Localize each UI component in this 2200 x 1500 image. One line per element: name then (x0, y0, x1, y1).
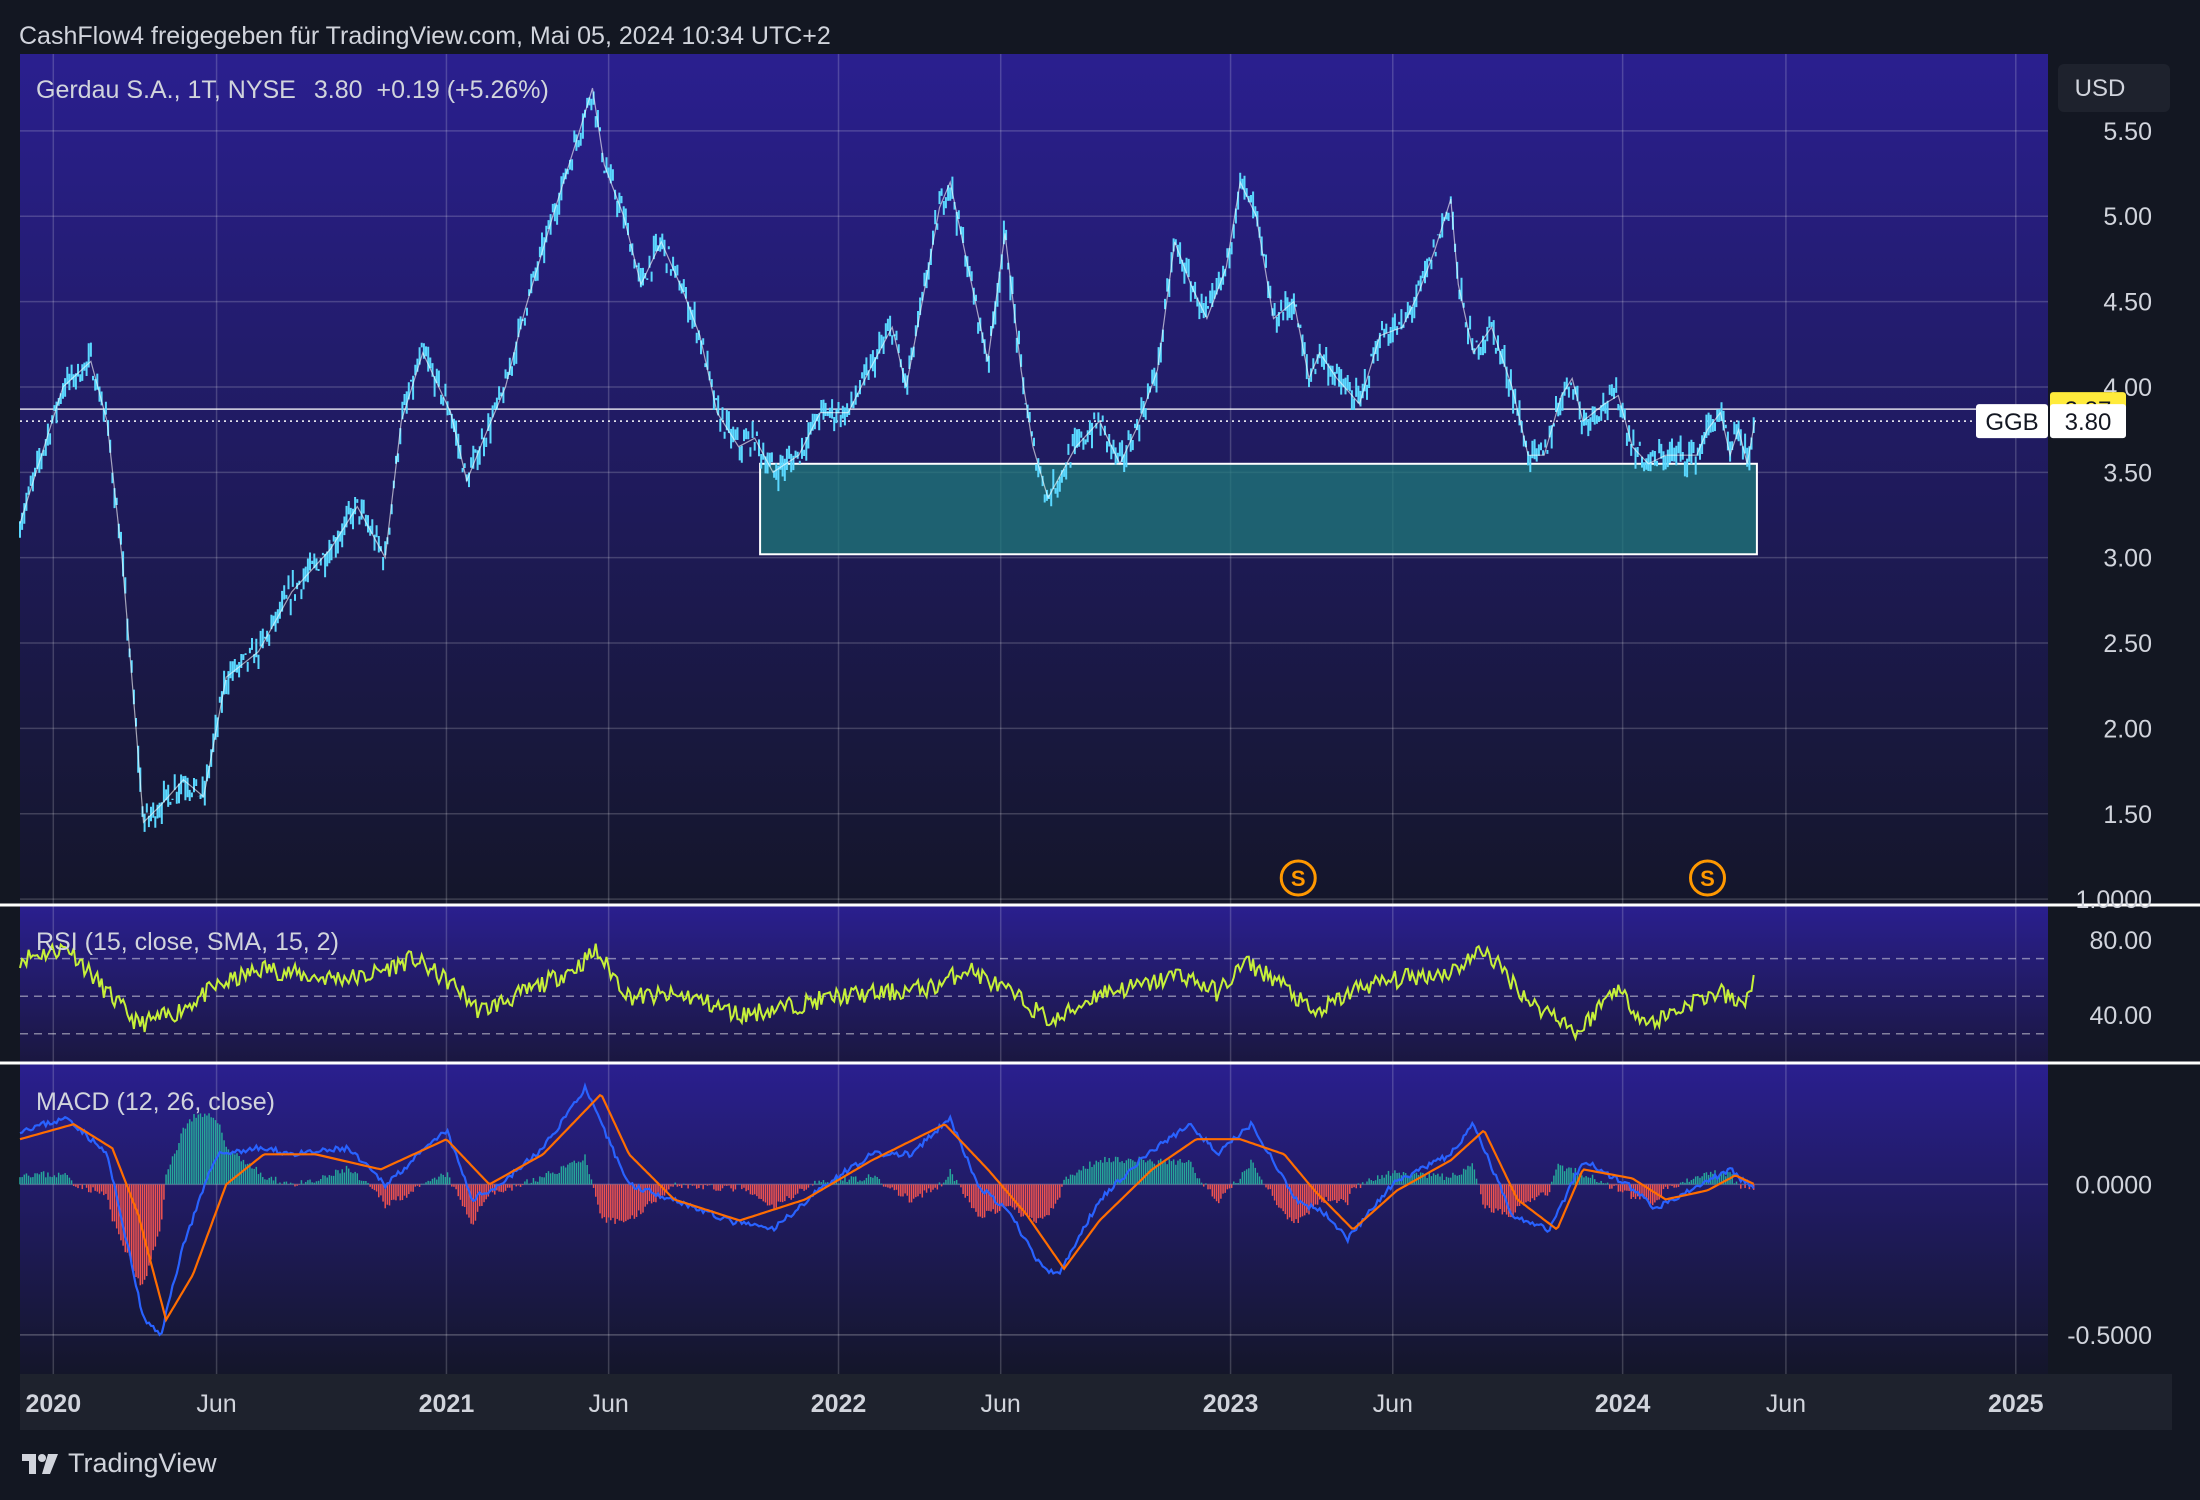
tradingview-logo-icon (22, 1453, 58, 1474)
currency-label: USD (2075, 75, 2126, 102)
x-tick-label: Jun (588, 1390, 628, 1418)
split-marker-label: S (1700, 866, 1715, 891)
x-tick-label: 2024 (1595, 1390, 1651, 1418)
brand-name: TradingView (68, 1448, 217, 1478)
x-tick-label: 2020 (25, 1390, 81, 1418)
price-tick-label: 5.00 (2103, 203, 2152, 231)
last-price-value: 3.80 (2065, 409, 2112, 436)
x-tick-label: Jun (1373, 1390, 1413, 1418)
macd-layer (19, 1082, 1755, 1337)
price-tick-label: 2.50 (2103, 630, 2152, 658)
price-tick-label: 3.50 (2103, 459, 2152, 487)
x-tick-label: 2025 (1988, 1390, 2044, 1418)
split-marker-label: S (1291, 866, 1306, 891)
x-tick-label: 2022 (811, 1390, 867, 1418)
ticker-label: GGB (1985, 409, 2038, 436)
tradingview-brand[interactable]: TradingView (20, 1448, 217, 1479)
split-s-marker-icon[interactable] (1688, 859, 1726, 897)
time-axis-panel (20, 1374, 2172, 1430)
macd-title: MACD (12, 26, close) (36, 1088, 275, 1116)
zone-layer (20, 408, 2048, 556)
rsi-layer (19, 941, 1755, 1042)
x-tick-label: 2021 (419, 1390, 475, 1418)
price-tick-label: 3.00 (2103, 545, 2152, 573)
rsi-title: RSI (15, close, SMA, 15, 2) (36, 928, 339, 956)
last-price-badge (2050, 404, 2126, 439)
x-tick-label: Jun (196, 1390, 236, 1418)
rsi-tick-label: 80.00 (2089, 927, 2152, 955)
macd-tick-label: -0.5000 (2067, 1322, 2152, 1350)
axis-labels: 2020 Jun 2021 Jun 2022 Jun 2023 Jun 2024 Jun 2025 5… (25, 64, 2170, 1418)
price-tick-label: 5.50 (2103, 118, 2152, 146)
rsi-tick-label: 40.00 (2089, 1002, 2152, 1030)
price-tick-label: 1.50 (2103, 801, 2152, 829)
share-caption: CashFlow4 freigegeben für TradingView.co… (19, 22, 831, 50)
signal-line (19, 1093, 1755, 1323)
price-layer (19, 87, 1756, 832)
x-tick-label: 2023 (1203, 1390, 1259, 1418)
legend-last: 3.80 (314, 76, 363, 104)
currency-button[interactable] (2058, 64, 2170, 112)
legend-symbol: Gerdau S.A., 1T, NYSE (36, 76, 296, 104)
price-tick-label: 4.50 (2103, 289, 2152, 317)
grid-lines (20, 54, 2048, 1374)
legend-change: +0.19 (+5.26%) (377, 76, 549, 104)
macd-tick-label: 0.0000 (2076, 1171, 2152, 1199)
price-tick-label: 2.00 (2103, 715, 2152, 743)
x-tick-label: Jun (1766, 1390, 1806, 1418)
rsi-line (19, 941, 1755, 1042)
support-zone (759, 462, 1758, 556)
panel-titles: Gerdau S.A., 1T, NYSE 3.80 +0.19 (+5.26%) R… (36, 76, 549, 1116)
split-s-marker-icon[interactable] (1279, 859, 1317, 897)
macd-line (19, 1082, 1755, 1337)
x-tick-label: Jun (981, 1390, 1021, 1418)
price-tick-label: 1.0000 (2076, 886, 2152, 914)
ticker-badge (1976, 404, 2048, 439)
price-axis-panel (2048, 54, 2172, 1374)
price-legend: Gerdau S.A., 1T, NYSE 3.80 +0.19 (+5.26%) (36, 76, 549, 104)
price-trend-line (19, 87, 1756, 824)
